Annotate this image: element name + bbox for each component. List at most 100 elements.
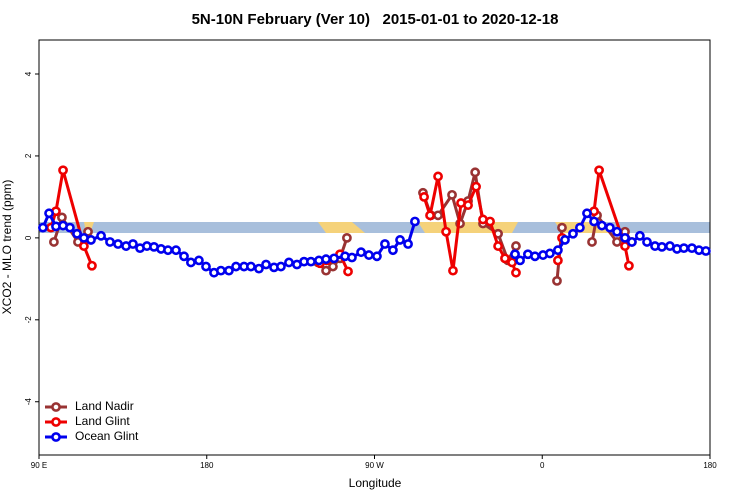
data-point xyxy=(441,226,451,237)
data-point xyxy=(329,253,339,264)
legend-label: Land Glint xyxy=(75,414,130,428)
data-point xyxy=(49,237,59,247)
data-point xyxy=(463,200,473,210)
data-point xyxy=(186,257,196,268)
data-point xyxy=(582,208,592,219)
data-point xyxy=(179,251,189,262)
data-point xyxy=(612,226,622,237)
data-point xyxy=(96,230,106,241)
data-point xyxy=(575,222,585,233)
x-tick-label: 180 xyxy=(703,461,717,470)
data-point xyxy=(231,261,241,272)
data-point xyxy=(343,266,353,277)
data-point xyxy=(224,265,234,276)
data-point xyxy=(246,261,256,272)
data-point xyxy=(700,246,711,256)
data-point xyxy=(594,165,604,176)
data-point xyxy=(342,232,352,243)
data-point xyxy=(44,208,54,219)
data-point xyxy=(58,165,68,176)
data-point xyxy=(587,237,597,247)
y-tick-label: 4 xyxy=(24,71,33,76)
data-point xyxy=(328,261,338,272)
x-tick-label: 90 E xyxy=(31,461,47,470)
data-point xyxy=(596,220,607,231)
x-tick-label: 90 W xyxy=(365,461,384,470)
y-tick-label: -4 xyxy=(24,398,33,406)
data-point xyxy=(560,235,570,245)
data-point xyxy=(433,171,443,182)
data-point xyxy=(72,228,82,239)
data-point xyxy=(511,267,521,278)
data-point xyxy=(364,250,374,260)
data-point xyxy=(57,212,67,223)
data-point xyxy=(372,251,382,262)
data-point xyxy=(507,257,517,268)
data-point xyxy=(284,257,294,268)
data-point xyxy=(500,253,510,264)
data-point xyxy=(306,256,316,267)
data-point xyxy=(515,255,525,266)
data-point xyxy=(485,216,495,227)
legend-marker xyxy=(51,402,61,412)
data-point xyxy=(403,239,413,249)
data-point xyxy=(447,189,457,200)
data-point xyxy=(128,239,138,249)
chart-title: 5N-10N February (Ver 10) 2015-01-01 to 2… xyxy=(192,11,559,28)
x-tick-label: 180 xyxy=(200,461,214,470)
data-point xyxy=(216,265,226,276)
data-point xyxy=(642,237,652,247)
legend-label: Ocean Glint xyxy=(75,429,139,443)
land-patch xyxy=(418,222,518,233)
data-point xyxy=(510,249,520,260)
data-point xyxy=(276,261,286,272)
data-point xyxy=(380,239,390,249)
data-point xyxy=(657,241,667,252)
data-point xyxy=(627,237,637,247)
data-point xyxy=(261,259,271,270)
data-point xyxy=(105,237,115,247)
data-point xyxy=(620,232,630,243)
data-point xyxy=(79,241,89,251)
legend-label: Land Nadir xyxy=(75,399,134,413)
data-point xyxy=(589,216,599,227)
data-point xyxy=(113,239,123,249)
data-point xyxy=(194,255,204,266)
land-patch xyxy=(318,222,365,233)
data-point xyxy=(347,252,357,263)
data-point xyxy=(471,181,481,192)
x-tick-label: 0 xyxy=(540,461,545,470)
data-point xyxy=(388,245,398,256)
data-point xyxy=(356,247,366,258)
data-point xyxy=(470,167,481,178)
data-point xyxy=(433,210,443,221)
legend-marker xyxy=(51,417,61,427)
data-point xyxy=(530,251,540,262)
data-point xyxy=(38,222,48,233)
data-point xyxy=(201,261,211,272)
data-point xyxy=(321,265,331,276)
data-point xyxy=(65,222,75,233)
x-axis-label: Longitude xyxy=(349,476,402,490)
data-point xyxy=(163,245,173,256)
data-point xyxy=(395,235,405,245)
data-point xyxy=(410,216,420,227)
data-point xyxy=(557,222,567,233)
data-point xyxy=(605,222,615,233)
ocean-band xyxy=(39,222,710,233)
data-point xyxy=(171,245,181,256)
data-point xyxy=(493,241,503,251)
data-point xyxy=(419,192,429,202)
data-point xyxy=(568,228,578,239)
data-point xyxy=(321,254,331,265)
data-point xyxy=(624,260,634,271)
legend-marker xyxy=(51,432,61,442)
y-axis-label: XCO2 - MLO trend (ppm) xyxy=(0,180,14,315)
y-tick-label: -2 xyxy=(24,316,33,324)
y-tick-label: 0 xyxy=(24,235,33,240)
data-point xyxy=(553,255,563,266)
data-point xyxy=(544,248,555,259)
data-point xyxy=(612,237,622,247)
